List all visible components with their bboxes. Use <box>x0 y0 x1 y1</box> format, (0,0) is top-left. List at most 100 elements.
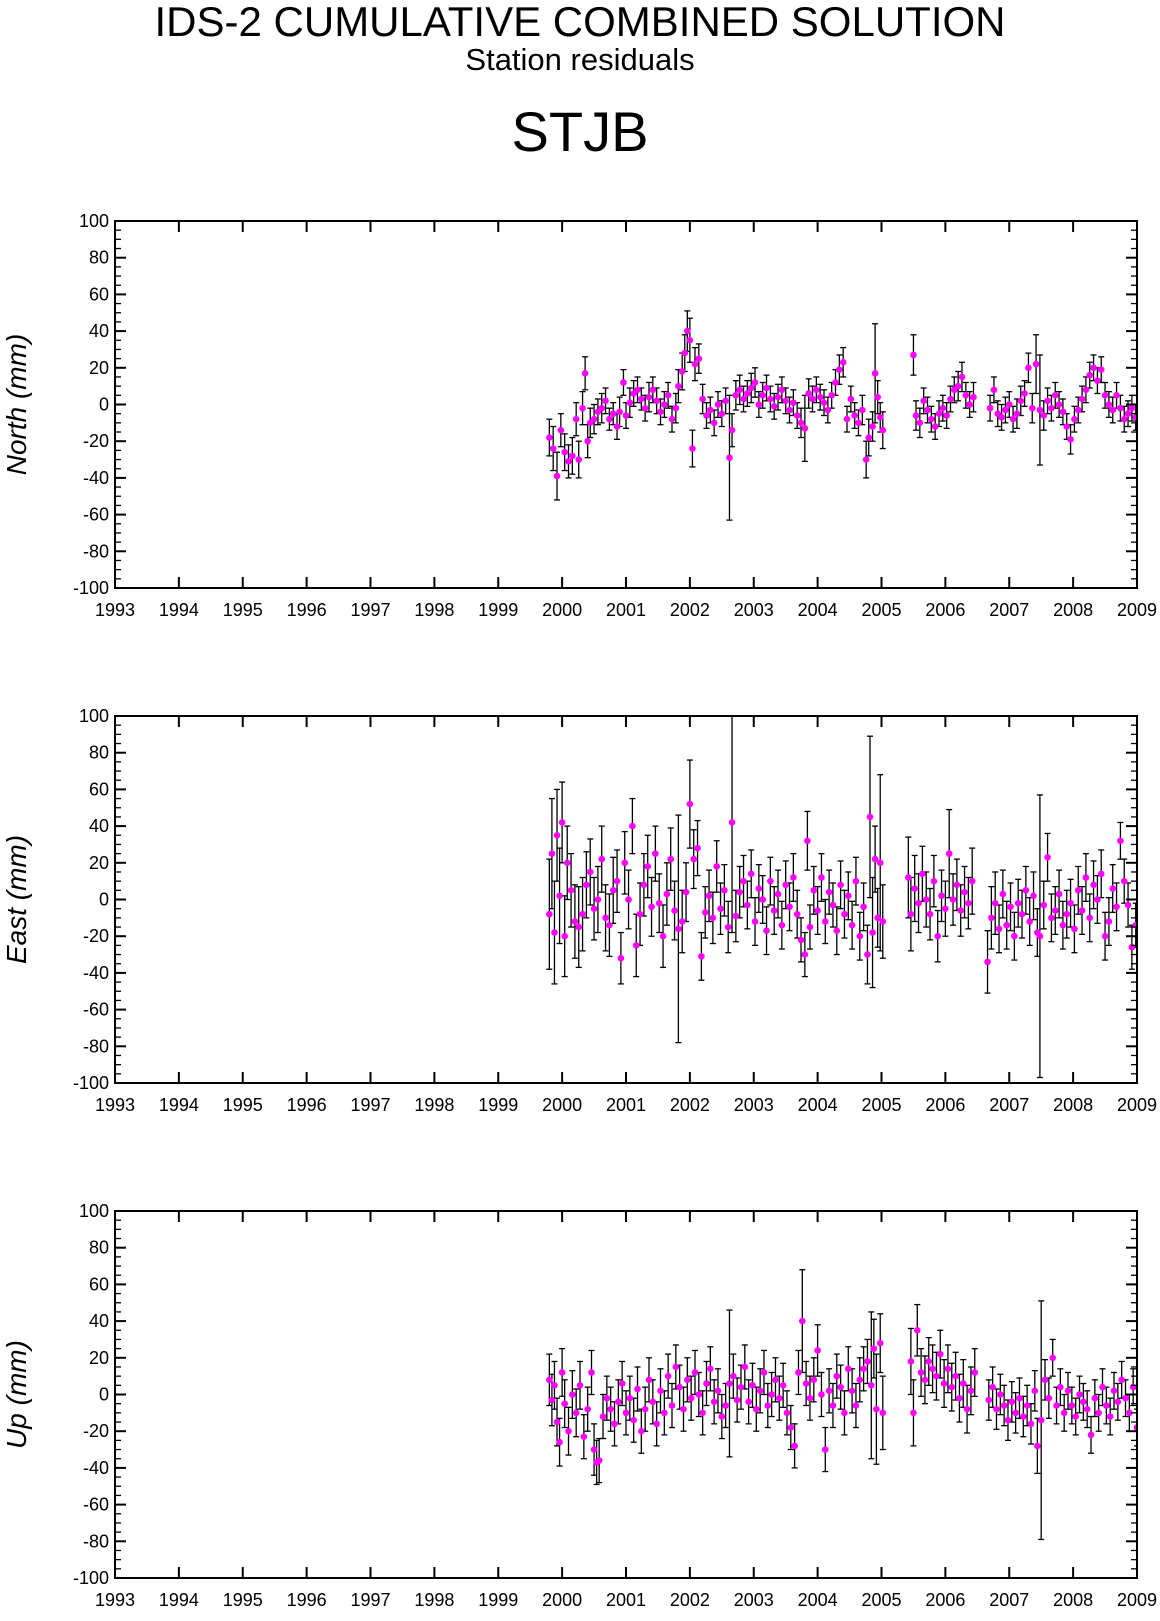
x-tick-label: 1998 <box>414 600 454 620</box>
data-point <box>1051 907 1059 914</box>
data-point <box>786 903 793 911</box>
data-point <box>638 1427 645 1435</box>
data-point <box>721 887 728 894</box>
data-point <box>924 406 931 414</box>
data-point <box>968 877 976 885</box>
data-point <box>740 395 747 403</box>
data-point <box>1040 901 1048 909</box>
y-tick-label: -100 <box>73 578 109 598</box>
y-tick-label: -60 <box>83 1495 109 1515</box>
data-point <box>876 859 884 867</box>
data-point <box>1097 870 1105 878</box>
data-point <box>921 1376 929 1384</box>
data-point <box>613 877 621 885</box>
data-point <box>575 923 583 931</box>
data-point <box>912 412 920 419</box>
data-point <box>1009 415 1017 423</box>
data-point <box>580 1433 588 1441</box>
data-point <box>961 888 968 896</box>
data-point <box>664 392 672 399</box>
data-point <box>583 881 590 889</box>
data-point <box>686 336 694 344</box>
data-point <box>1008 1398 1016 1406</box>
x-tick-label: 1993 <box>95 1590 135 1610</box>
x-tick-label: 1994 <box>159 1095 199 1115</box>
data-point <box>553 1418 561 1426</box>
data-point <box>865 434 873 441</box>
data-point <box>763 927 770 934</box>
data-point <box>1124 410 1132 417</box>
data-point <box>1074 887 1082 894</box>
data-point <box>548 1396 556 1404</box>
data-point <box>678 918 686 925</box>
data-point <box>756 1387 764 1395</box>
data-point <box>1007 903 1014 911</box>
data-point <box>1057 1383 1064 1391</box>
data-point <box>736 888 743 896</box>
data-point <box>1027 1420 1035 1428</box>
data-point <box>802 1380 810 1387</box>
x-tick-label: 2001 <box>606 600 646 620</box>
data-point <box>753 1405 760 1413</box>
data-point <box>760 1369 768 1376</box>
data-point <box>1063 423 1071 430</box>
data-point <box>1040 412 1048 419</box>
data-point <box>844 892 852 900</box>
data-point <box>626 1394 634 1402</box>
data-point <box>710 1398 718 1406</box>
data-point <box>782 881 789 889</box>
data-point <box>602 914 609 922</box>
data-point <box>874 914 881 922</box>
data-point <box>797 419 805 427</box>
data-point <box>1020 1413 1027 1420</box>
data-point <box>869 423 876 430</box>
data-point <box>682 888 690 896</box>
x-tick-label: 2002 <box>670 1590 710 1610</box>
data-point <box>733 1396 741 1404</box>
y-tick-label: -60 <box>83 1000 109 1020</box>
y-tick-label: -60 <box>83 505 109 525</box>
data-point <box>907 1358 915 1365</box>
data-point <box>645 1376 653 1384</box>
data-point <box>862 456 870 463</box>
data-point <box>864 1358 871 1365</box>
data-point <box>919 870 926 878</box>
data-point <box>855 419 862 427</box>
data-point <box>1064 1387 1072 1395</box>
x-tick-label: 2009 <box>1117 1095 1157 1115</box>
data-point <box>1036 406 1044 414</box>
data-point <box>1110 1387 1118 1395</box>
data-point <box>783 1409 791 1417</box>
data-point <box>1025 364 1032 372</box>
x-tick-label: 1996 <box>287 1590 327 1610</box>
data-point <box>1030 892 1037 900</box>
data-point <box>905 874 912 881</box>
data-point <box>732 912 740 920</box>
data-point <box>556 892 563 900</box>
data-point <box>684 327 691 335</box>
x-tick-label: 1997 <box>350 1095 390 1115</box>
data-point <box>680 1405 687 1413</box>
data-point <box>856 932 864 940</box>
x-tick-label: 2008 <box>1053 600 1093 620</box>
data-point <box>956 1394 963 1402</box>
data-point <box>606 921 613 929</box>
y-tick-label: 40 <box>89 321 109 341</box>
data-point <box>551 1382 558 1389</box>
data-point <box>671 907 678 914</box>
data-layer <box>546 1269 1137 1541</box>
data-point <box>966 401 973 408</box>
x-tick-label: 2003 <box>734 1590 774 1610</box>
data-point <box>926 910 934 918</box>
data-point <box>661 1409 668 1417</box>
y-tick-label: 40 <box>89 816 109 836</box>
data-point <box>841 1409 848 1417</box>
data-point <box>1118 1376 1125 1384</box>
data-point <box>1099 1383 1106 1391</box>
data-point <box>744 390 751 397</box>
data-point <box>681 349 689 357</box>
x-tick-label: 2006 <box>925 1590 965 1610</box>
data-point <box>755 401 763 408</box>
data-point <box>821 1446 829 1453</box>
